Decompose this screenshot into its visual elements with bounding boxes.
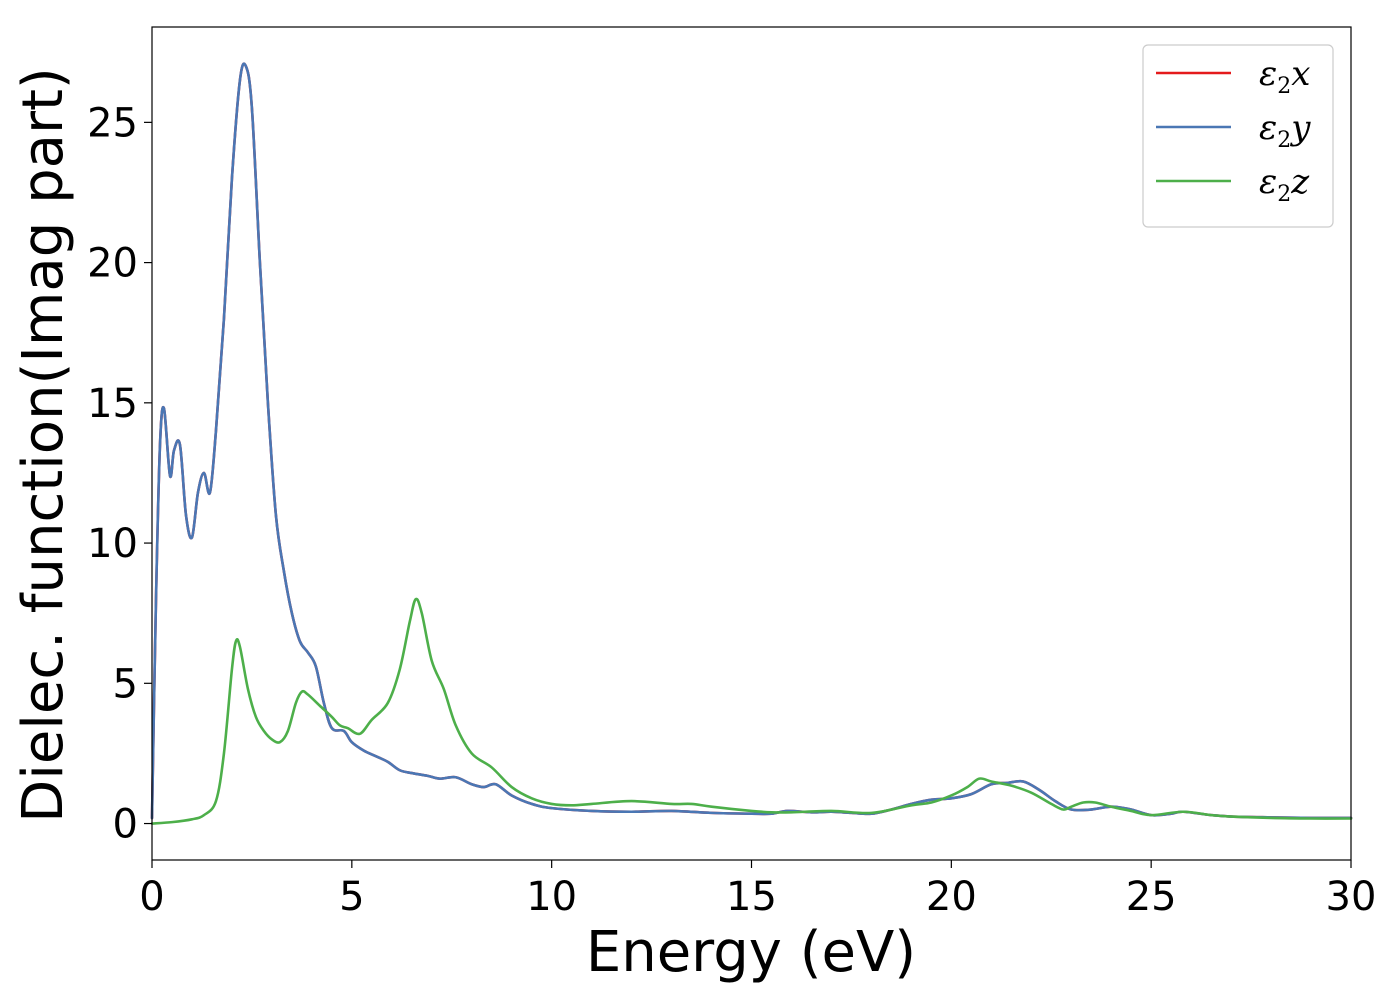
- x-tick-label: 10: [526, 874, 577, 920]
- y-tick-label: 15: [87, 381, 138, 427]
- y-tick-label: 10: [87, 521, 138, 567]
- x-axis-label: Energy (eV): [586, 920, 916, 985]
- x-tick-label: 5: [339, 874, 364, 920]
- y-tick-label: 20: [87, 241, 138, 287]
- x-tick-label: 20: [926, 874, 977, 920]
- legend-label-2: ε2y: [1259, 108, 1311, 153]
- series-layer: [150, 62, 1353, 825]
- y-axis-ticks: 0 5 10 15 20 25: [87, 100, 152, 848]
- series-line-2: [150, 62, 1353, 820]
- y-tick-label: 0: [113, 802, 138, 848]
- x-tick-label: 30: [1326, 874, 1377, 920]
- x-tick-label: 15: [726, 874, 777, 920]
- x-tick-label: 25: [1126, 874, 1177, 920]
- y-tick-label: 25: [87, 100, 138, 146]
- legend: ε2x ε2y ε2z: [1142, 44, 1334, 228]
- y-tick-label: 5: [113, 661, 138, 707]
- x-tick-label: 0: [139, 874, 164, 920]
- legend-label-3: ε2z: [1259, 162, 1310, 207]
- y-axis-label: Dielec. function(Imag part): [11, 67, 76, 823]
- x-axis-ticks: 0 5 10 15 20 25 30: [139, 860, 1376, 920]
- legend-label-1: ε2x: [1259, 54, 1310, 99]
- series-line-3: [150, 597, 1353, 825]
